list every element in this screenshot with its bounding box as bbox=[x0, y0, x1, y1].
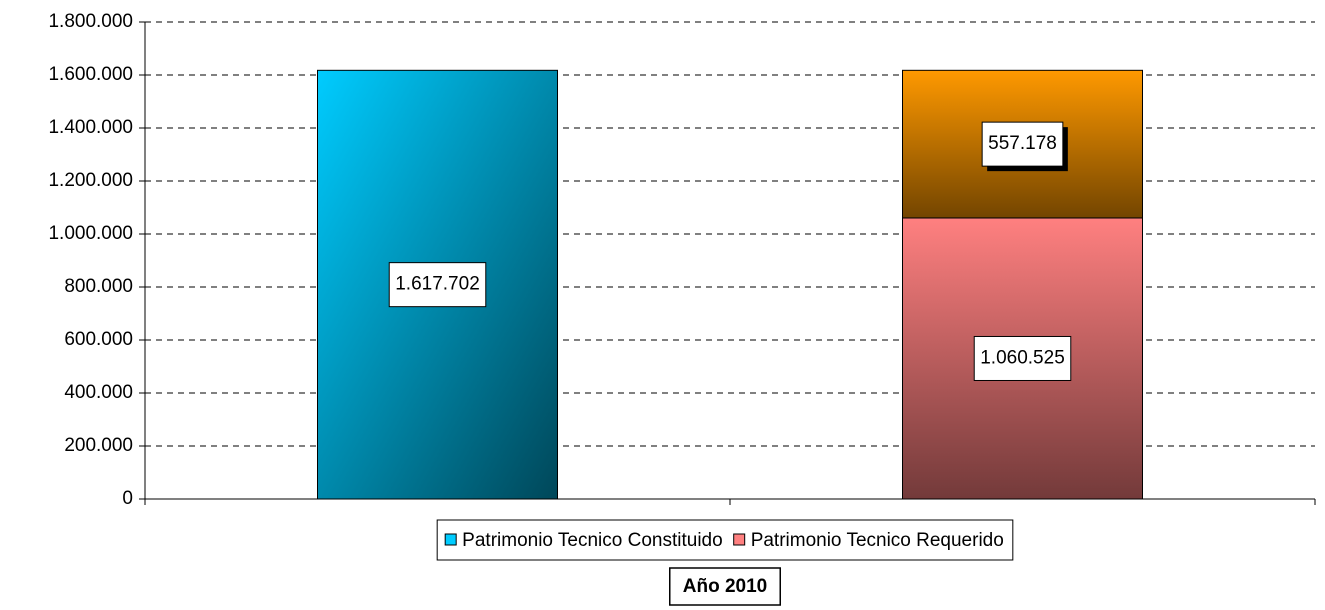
legend-box bbox=[436, 519, 1014, 561]
data-label-group: 557.178 bbox=[981, 121, 1068, 172]
legend-swatch bbox=[733, 533, 746, 546]
x-axis-label: Año 2010 bbox=[683, 576, 767, 597]
y-tick-label: 0 bbox=[122, 488, 133, 509]
x-label-box bbox=[669, 567, 781, 606]
data-label-group: 1.060.525 bbox=[973, 335, 1072, 381]
y-tick-label: 1.000.000 bbox=[48, 223, 133, 244]
y-tick-label: 800.000 bbox=[64, 276, 133, 297]
y-tick-label: 200.000 bbox=[64, 435, 133, 456]
data-label: 1.617.702 bbox=[395, 274, 480, 295]
y-tick-label: 400.000 bbox=[64, 382, 133, 403]
legend-label: Patrimonio Tecnico Requerido bbox=[751, 530, 1004, 551]
data-label-group: 1.617.702 bbox=[388, 262, 487, 308]
data-label: 557.178 bbox=[988, 133, 1057, 154]
legend-swatch bbox=[444, 533, 457, 546]
y-tick-label: 1.800.000 bbox=[48, 11, 133, 32]
legend: Patrimonio Tecnico Constituido Patrimonio… bbox=[436, 519, 1014, 561]
y-tick-label: 1.400.000 bbox=[48, 117, 133, 138]
data-label-box bbox=[388, 262, 487, 308]
y-tick-label: 1.200.000 bbox=[48, 170, 133, 191]
y-tick-label: 600.000 bbox=[64, 329, 133, 350]
data-label-box bbox=[973, 335, 1072, 381]
data-label: 1.060.525 bbox=[980, 347, 1065, 368]
y-tick-label: 1.600.000 bbox=[48, 64, 133, 85]
data-label-box bbox=[981, 121, 1064, 167]
legend-label: Patrimonio Tecnico Constituido bbox=[462, 530, 723, 551]
